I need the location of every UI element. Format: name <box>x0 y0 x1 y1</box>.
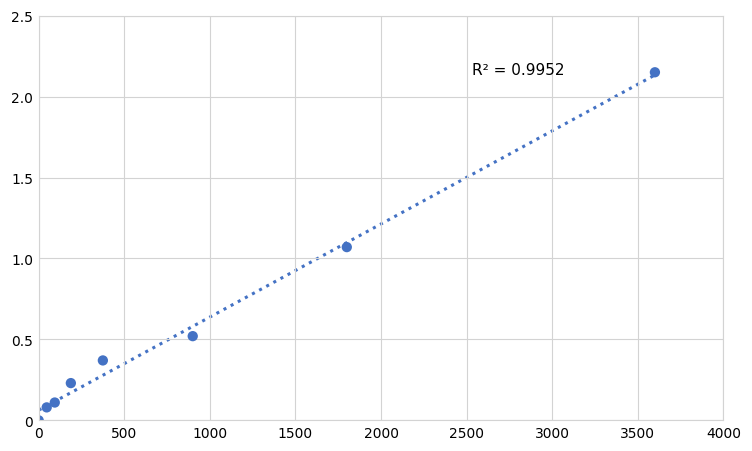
Point <box>65 380 77 387</box>
Point <box>32 417 44 424</box>
Point <box>186 333 199 340</box>
Point <box>41 404 53 411</box>
Point <box>341 244 353 251</box>
Point <box>97 357 109 364</box>
Point <box>649 69 661 77</box>
Point <box>49 399 61 406</box>
Text: R² = 0.9952: R² = 0.9952 <box>472 62 564 78</box>
